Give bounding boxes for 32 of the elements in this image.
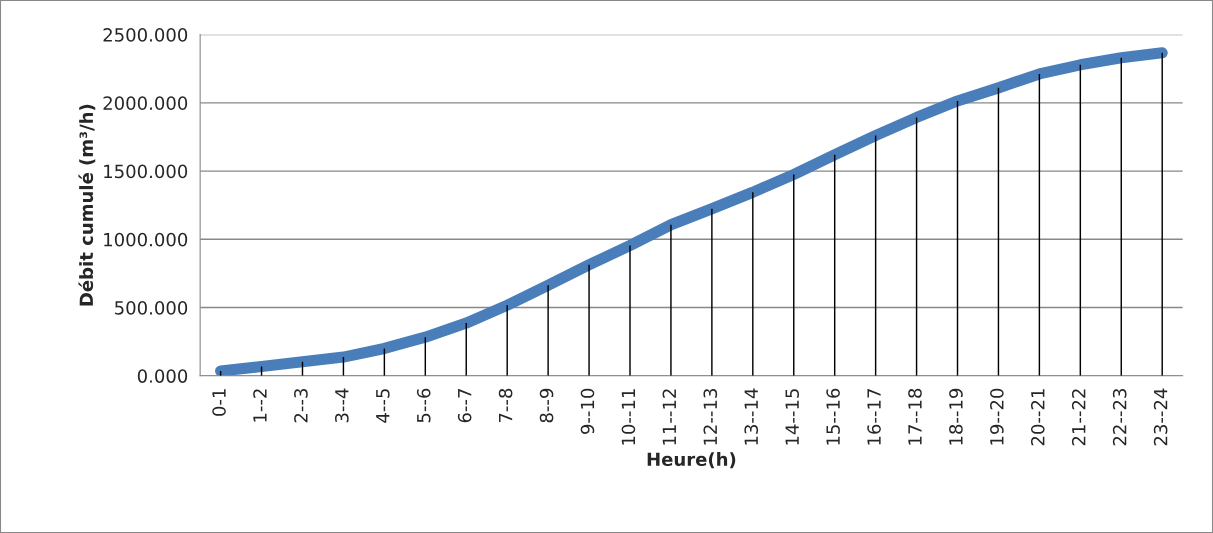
y-tick-label: 1000.000: [104, 232, 188, 247]
x-tick-label: 19--20: [990, 388, 1004, 445]
x-tick-label: 13--14: [744, 388, 759, 445]
x-tick-label: 22--23: [1112, 389, 1127, 446]
x-tick-label: 0-1: [212, 389, 226, 416]
x-tick-label: 15--16: [826, 388, 840, 445]
x-tick-label: 11--12: [662, 389, 676, 445]
x-tick-label: 4--5: [376, 389, 390, 423]
x-tick-label: 10--11: [621, 389, 636, 445]
x-tick-label: 6--7: [457, 389, 472, 423]
x-tick-label: 17--18: [908, 388, 922, 445]
x-tick-label: 21--22: [1071, 389, 1086, 446]
y-axis-title: Débit cumulé (m³/h): [78, 104, 96, 306]
y-tick-label: 2500.000: [103, 28, 188, 42]
x-tick-label: 20--21: [1030, 389, 1045, 446]
y-tick-label: 2000.000: [103, 96, 188, 110]
x-tick-label: 23--24: [1153, 388, 1168, 446]
x-tick-label: 12--13: [703, 389, 718, 445]
y-tick-label: 1500.000: [104, 164, 188, 179]
y-tick-label: 500.000: [115, 301, 188, 315]
x-tick-label: 8--9: [539, 388, 554, 423]
x-tick-label: 18--19: [949, 388, 963, 445]
y-tick-label: 0.000: [137, 369, 188, 383]
x-tick-label: 7--8: [498, 388, 513, 423]
x-tick-label: 14--15: [785, 389, 799, 445]
x-tick-label: 5--6: [416, 388, 431, 423]
x-tick-label: 16--17: [867, 389, 881, 445]
x-axis-title: Heure(h): [647, 452, 736, 469]
x-tick-label: 3--4: [335, 388, 349, 423]
x-tick-label: 1--2: [253, 389, 267, 422]
x-tick-label: 9--10: [580, 388, 595, 434]
x-tick-label: 2--3: [294, 389, 308, 423]
